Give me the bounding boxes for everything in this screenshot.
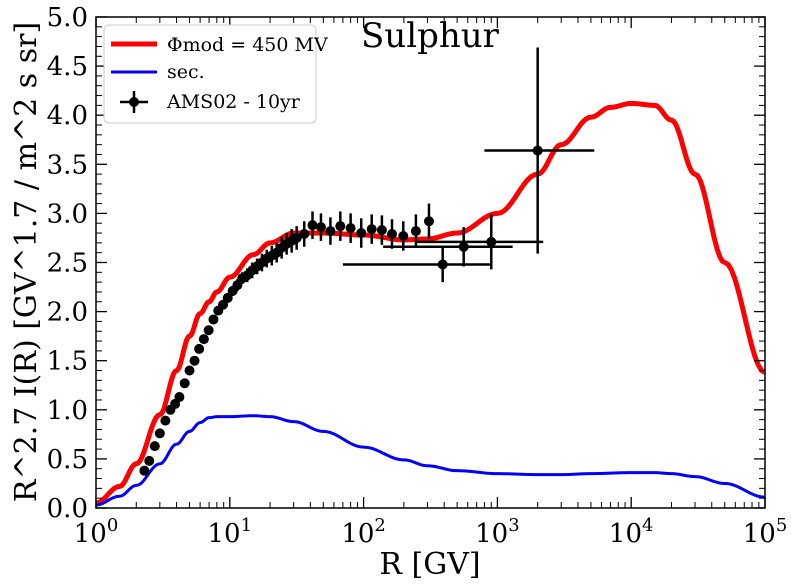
y-tick-label: 0.0 — [47, 494, 88, 524]
legend-label-data: AMS02 - 10yr — [166, 91, 301, 113]
x-tick-label: 100 — [74, 515, 119, 549]
data-point — [335, 221, 346, 232]
data-point — [410, 226, 421, 237]
data-point — [532, 145, 543, 156]
data-point — [398, 230, 409, 241]
x-tick-label: 105 — [743, 515, 788, 549]
data-point — [203, 325, 214, 336]
y-tick-label: 2.5 — [47, 249, 88, 279]
data-point — [154, 428, 165, 439]
y-tick-label: 3.5 — [47, 150, 88, 180]
data-point — [184, 365, 195, 376]
legend-label-secondary: sec. — [167, 61, 205, 83]
y-tick-label: 5.0 — [47, 3, 88, 33]
data-point — [139, 465, 150, 476]
data-point — [423, 216, 434, 227]
data-point — [366, 224, 377, 235]
y-tick-label: 2.0 — [47, 298, 88, 328]
x-tick-label: 101 — [208, 515, 253, 549]
series-line-secondary — [96, 414, 765, 507]
x-tick-label: 103 — [475, 515, 520, 549]
data-point — [299, 229, 310, 240]
y-tick-label: 4.0 — [47, 101, 88, 131]
data-point — [174, 392, 185, 403]
data-point — [376, 225, 387, 236]
data-point — [149, 441, 160, 452]
chart-title: Sulphur — [361, 16, 500, 56]
data-point — [486, 236, 497, 247]
axis-ticks: 0.0 0.5 1.0 1.5 2.0 2.5 3.0 3.5 4.0 4.5 5.0 100 101 1… — [47, 3, 788, 549]
legend: Φmod = 450 MV sec. AMS02 - 10yr — [103, 24, 328, 124]
data-point — [325, 226, 336, 237]
y-tick-label: 0.5 — [47, 445, 88, 475]
data-point — [179, 378, 190, 389]
data-point — [144, 455, 155, 466]
data-point — [189, 355, 200, 366]
y-axis-title: R^2.7 I(R) [GV^1.7 / m^2 s sr] — [9, 22, 44, 502]
data-point — [315, 222, 326, 233]
data-point — [160, 415, 171, 426]
data-point — [198, 334, 209, 345]
data-point — [291, 232, 302, 243]
x-axis-title: R [GV] — [379, 547, 480, 582]
x-tick-label: 102 — [341, 515, 386, 549]
x-tick-label: 104 — [609, 515, 654, 549]
legend-label-model: Φmod = 450 MV — [167, 34, 328, 56]
legend-box — [103, 24, 317, 124]
data-point — [345, 223, 356, 234]
data-point — [208, 314, 219, 325]
y-tick-label: 4.5 — [47, 52, 88, 82]
y-tick-label: 1.5 — [47, 347, 88, 377]
data-point — [386, 229, 397, 240]
plot-frame — [95, 16, 766, 509]
data-point — [437, 259, 448, 270]
plot-area — [96, 47, 765, 507]
data-point — [458, 241, 469, 252]
y-tick-label: 3.0 — [47, 199, 88, 229]
data-point — [194, 343, 205, 354]
y-tick-label: 1.0 — [47, 396, 88, 426]
legend-marker-data — [129, 97, 139, 107]
data-point — [307, 220, 318, 231]
data-point — [356, 228, 367, 239]
